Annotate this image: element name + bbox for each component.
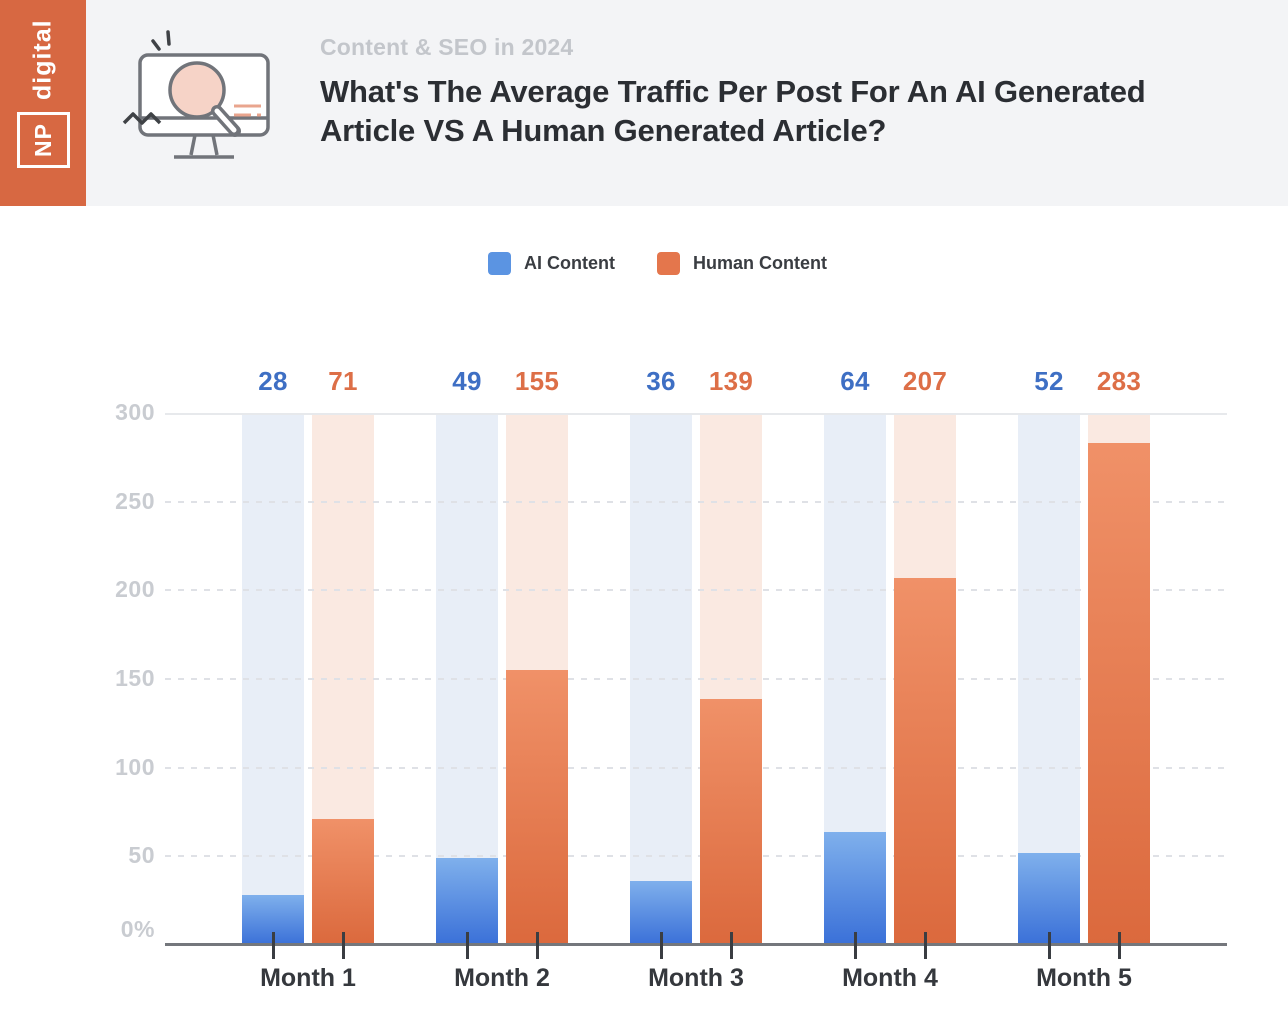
value-label-human-month-4: 207 [902,366,948,396]
monitor-magnifier-icon [122,30,270,159]
header: digital NP [0,0,1288,206]
value-label-ai-month-5: 52 [1034,366,1064,396]
chart-legend: AI Content Human Content [488,252,827,275]
bar-fill [700,698,762,945]
y-axis-label-100: 100 [115,754,155,780]
axis-tick [535,932,539,959]
page-title: What's The Average Traffic Per Post For … [320,74,1146,148]
brand-logo-box: NP [17,112,70,168]
y-axis-label-300: 300 [115,399,155,425]
legend-label-human: Human Content [692,253,827,273]
x-axis-line [165,943,1227,946]
gridline-dashed [165,589,1227,591]
y-axis-label-0: 0% [120,916,155,942]
bar-fill [824,831,886,945]
legend-swatch-ai [488,252,511,275]
value-label-human-month-3: 139 [708,366,754,396]
legend-item-ai: AI Content [488,252,615,275]
y-axis-label-250: 250 [115,488,155,514]
value-label-human-month-5: 283 [1096,366,1142,396]
value-label-ai-month-4: 64 [840,366,870,396]
bar-fill [1088,443,1150,945]
axis-tick [1117,932,1121,959]
axis-tick [271,932,275,959]
bar-chart-plot-area [165,413,1227,959]
x-axis-label-month-2: Month 2 [454,964,550,992]
brand-word: digital [28,19,57,101]
y-axis-label-50: 50 [128,842,155,868]
header-text: Content & SEO in 2024 What's The Average… [320,34,1180,150]
y-axis-label-150: 150 [115,665,155,691]
legend-swatch-human [656,252,680,275]
y-axis-label-200: 200 [115,576,155,602]
eyebrow-label: Content & SEO in 2024 [320,34,574,60]
value-label-ai-month-1: 28 [258,366,288,396]
x-axis-label-month-5: Month 5 [1036,964,1132,992]
bar-fill [436,858,498,945]
axis-tick [341,932,345,959]
axis-tick [465,932,469,959]
gridline-dashed [165,678,1227,680]
brand-initials: NP [30,123,56,157]
value-label-human-month-1: 71 [328,366,358,396]
bar-fill [506,670,568,945]
bar-fill [312,819,374,945]
value-label-ai-month-3: 36 [646,366,676,396]
bar-fill [894,577,956,945]
legend-label-ai: AI Content [524,253,615,273]
bar-fill [1018,852,1080,945]
legend-item-human: Human Content [656,252,827,275]
axis-tick [923,932,927,959]
axis-tick [729,932,733,959]
x-axis-label-month-4: Month 4 [842,964,938,992]
x-axis-label-month-1: Month 1 [260,964,356,992]
gridline-dashed [165,501,1227,503]
brand-sidebar: digital NP [0,0,86,206]
axis-tick [659,932,663,959]
bar-column-human-month-4 [894,413,956,959]
value-label-ai-month-2: 49 [452,366,482,396]
bar-column-human-month-5 [1088,413,1150,959]
gridline-top-solid [165,413,1227,415]
x-axis-label-month-3: Month 3 [648,964,744,992]
axis-tick [853,932,857,959]
bar-column-human-month-2 [506,413,568,959]
value-label-human-month-2: 155 [514,366,560,396]
axis-tick [1047,932,1051,959]
gridline-dashed [165,855,1227,857]
gridline-dashed [165,767,1227,769]
